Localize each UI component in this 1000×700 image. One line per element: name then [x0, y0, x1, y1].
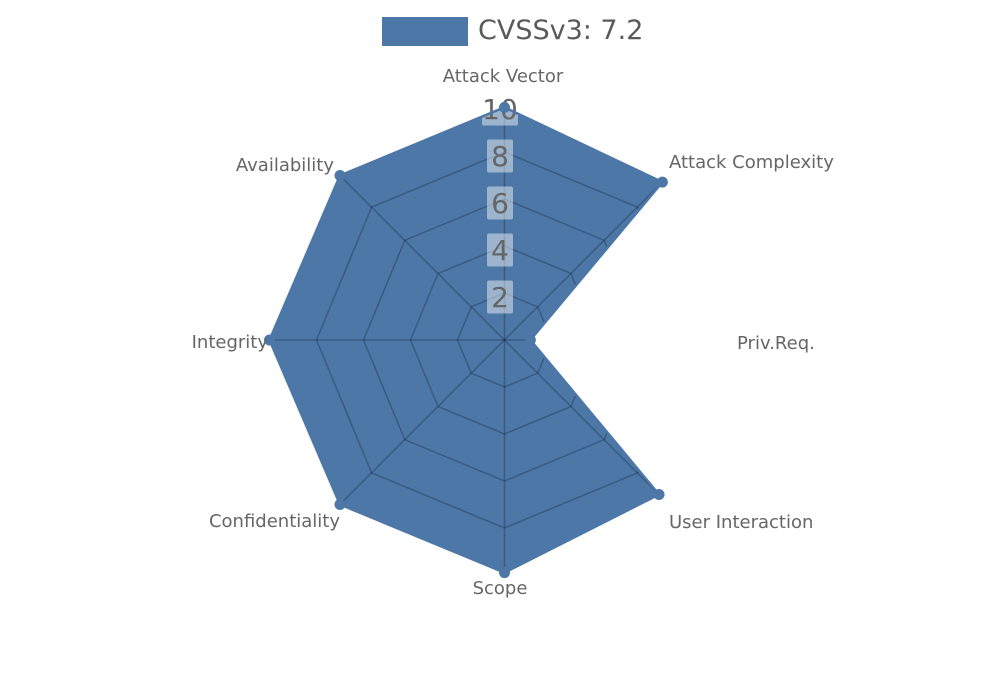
radial-tick-box: [487, 186, 513, 220]
radial-tick-box: [487, 233, 513, 267]
grid-ring: [456, 292, 553, 388]
axis-label-attack-vector: Attack Vector: [443, 66, 564, 87]
radar-vertex-marker: [264, 334, 275, 346]
axis-label-scope: Scope: [473, 578, 528, 599]
radial-tick-box: [487, 280, 513, 314]
radar-vertex-marker: [524, 334, 536, 346]
radar-vertex-marker: [499, 101, 510, 113]
radar-vertex-marker: [499, 567, 510, 579]
grid-spoke: [337, 339, 506, 507]
radial-tick-box: [487, 139, 513, 173]
legend-label: CVSSv3: 7.2: [478, 15, 644, 46]
radar-series-fill: [269, 107, 663, 573]
legend-swatch: [382, 16, 468, 46]
grid-spoke: [503, 173, 663, 341]
radial-tick-label: 8: [491, 140, 509, 173]
axis-label-integrity: Integrity: [192, 332, 269, 353]
radar-vertex-marker: [334, 169, 346, 181]
axis-label-availability: Availability: [236, 155, 334, 176]
radar-vertex-marker: [334, 499, 346, 511]
radial-tick-label: 4: [491, 234, 509, 267]
radar-vertex-marker: [653, 489, 665, 501]
radial-tick-label: 6: [491, 187, 509, 220]
axis-label-confidentiality: Confidentiality: [209, 511, 340, 532]
radial-tick-label: 2: [491, 281, 509, 314]
axis-label-attack-complexity: Attack Complexity: [669, 152, 834, 173]
grid-spoke: [503, 339, 663, 507]
axis-label-user-interaction: User Interaction: [669, 512, 813, 533]
axis-label-priv-req: Priv.Req.: [737, 333, 815, 354]
grid-spoke: [337, 173, 506, 341]
radar-vertex-marker: [656, 176, 668, 188]
legend: CVSSv3: 7.2: [382, 14, 643, 48]
